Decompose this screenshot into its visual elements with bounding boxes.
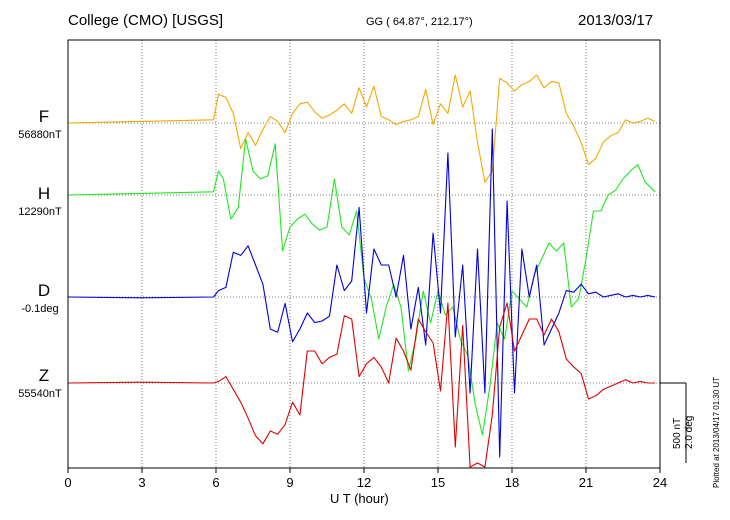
x-tick-label-0: 0 <box>64 475 71 490</box>
series-line-f <box>67 74 656 183</box>
plotted-note: Plotted at 2013/04/17 01:30 UT <box>712 340 726 490</box>
x-tick-label-4: 12 <box>357 475 371 490</box>
x-tick-label-2: 6 <box>212 475 219 490</box>
series-line-z <box>67 302 656 468</box>
x-tick-label-8: 24 <box>653 475 667 490</box>
station-title: College (CMO) [USGS] <box>68 12 224 29</box>
x-tick-label-1: 3 <box>138 475 145 490</box>
series-layer <box>67 74 656 468</box>
legend-d-name: D <box>37 281 51 300</box>
x-axis-label: U T (hour) <box>330 491 389 506</box>
tick-layer: 0 3 6 9 12 15 18 21 24 <box>64 468 667 490</box>
legend-z-name: Z <box>38 366 50 385</box>
legend-f-baseline: 56880nT <box>18 129 62 141</box>
legend-h-name: H <box>37 184 51 203</box>
series-line-h <box>67 138 656 436</box>
scale-nt-label: 500 nT <box>672 417 683 449</box>
x-tick-label-7: 21 <box>579 475 593 490</box>
legend-d-baseline: -0.1deg <box>21 303 59 315</box>
legend-f-name: F <box>38 107 50 126</box>
coordinates-label: GG ( 64.87°, 212.17°) <box>366 16 473 28</box>
series-line-d <box>67 128 656 458</box>
legend-h-baseline: 12290nT <box>18 206 62 218</box>
plotted-note-text: Plotted at 2013/04/17 01:30 UT <box>712 376 721 488</box>
x-tick-label-5: 15 <box>431 475 445 490</box>
scale-legend: 500 nT 2.0 deg <box>670 405 700 465</box>
x-tick-label-6: 18 <box>505 475 519 490</box>
grid-layer <box>68 40 660 468</box>
date-label: 2013/03/17 <box>578 12 654 29</box>
legend-z-baseline: 55540nT <box>18 388 62 400</box>
x-tick-label-3: 9 <box>286 475 293 490</box>
scale-deg-label: 2.0 deg <box>684 415 695 449</box>
